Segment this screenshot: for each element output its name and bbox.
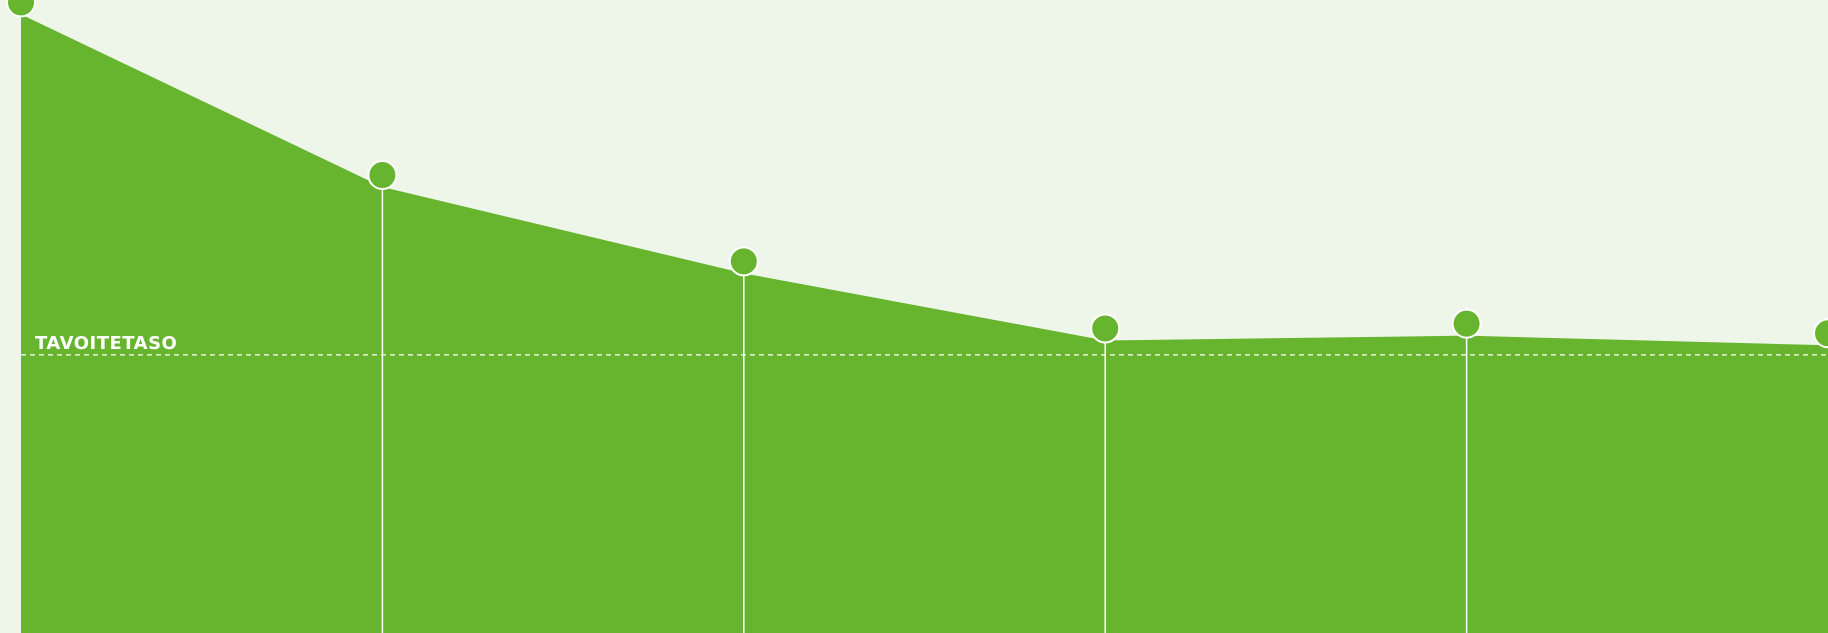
guide-lines	[381, 187, 1468, 633]
data-point	[1451, 308, 1482, 339]
data-point	[728, 246, 759, 277]
data-point	[1090, 313, 1121, 344]
data-point	[6, 0, 36, 18]
data-point	[1813, 318, 1828, 349]
data-markers	[6, 0, 1828, 349]
target-label: TAVOITETASO	[35, 333, 177, 354]
area-fill	[21, 14, 1828, 633]
data-point	[367, 160, 398, 191]
